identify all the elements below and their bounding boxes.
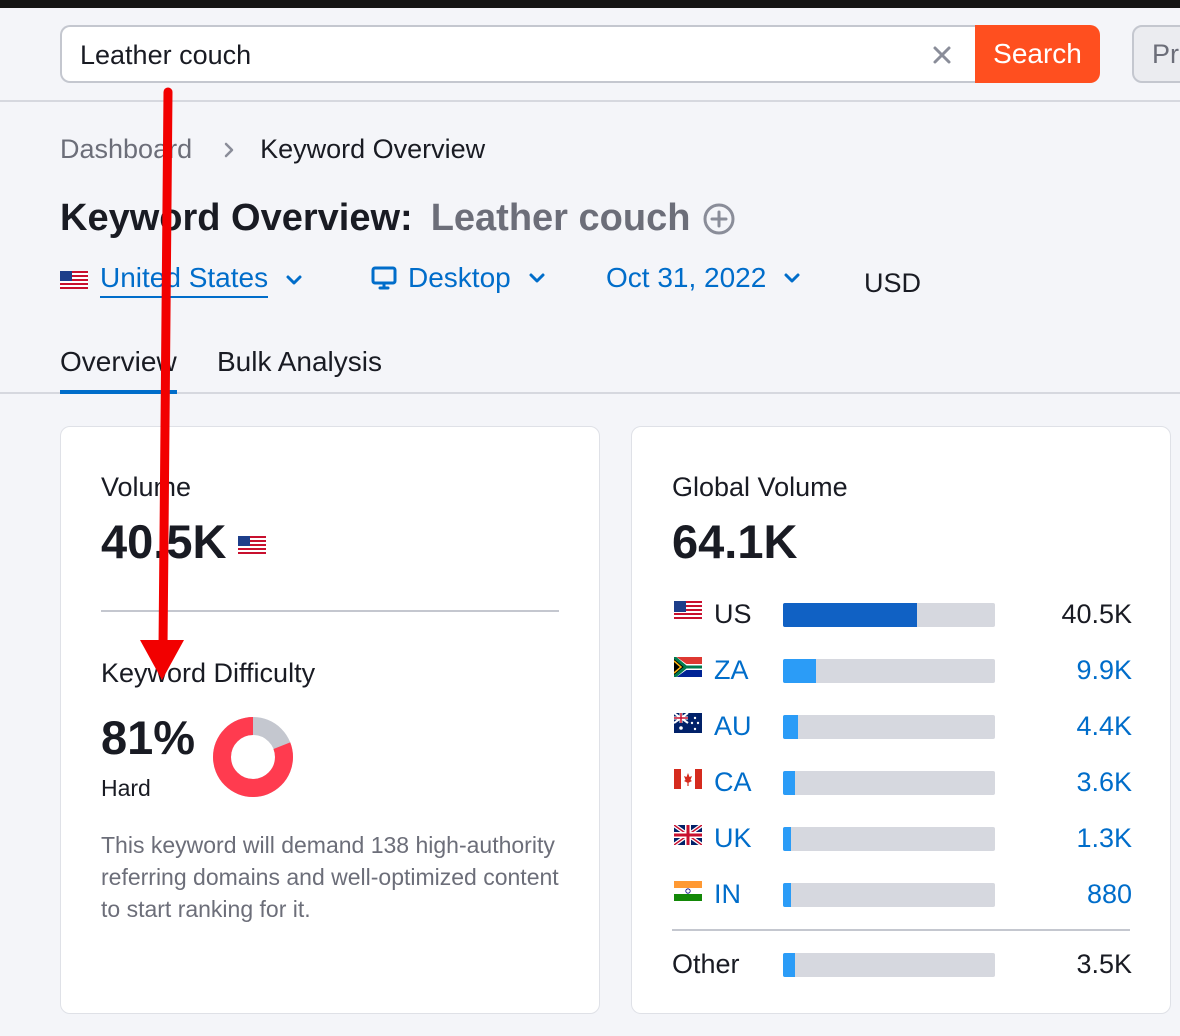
share-bar-fill xyxy=(783,953,795,977)
search-input[interactable]: Leather couch xyxy=(60,25,977,83)
chevron-down-icon xyxy=(784,273,800,283)
country-filter-label: United States xyxy=(100,262,269,298)
card-divider xyxy=(101,610,559,612)
page-title: Keyword Overview: Leather couch xyxy=(60,197,736,240)
other-label: Other xyxy=(672,949,740,979)
country-row-za[interactable]: ZA 9.9K xyxy=(672,651,1132,691)
country-row-uk[interactable]: UK 1.3K xyxy=(672,819,1132,859)
share-bar xyxy=(783,827,995,851)
breadcrumb: Dashboard Keyword Overview xyxy=(60,134,485,165)
search-bar: Leather couch Search Pr xyxy=(0,8,1180,102)
add-circle-icon[interactable] xyxy=(702,202,736,236)
volume-value: 40.5K xyxy=(101,515,227,568)
volume-label: Volume xyxy=(101,472,192,502)
share-bar-fill xyxy=(783,771,795,795)
search-input-value: Leather couch xyxy=(80,40,252,70)
date-filter-label: Oct 31, 2022 xyxy=(606,262,767,293)
chevron-down-icon xyxy=(529,273,545,283)
country-volume[interactable]: 3.6K xyxy=(1076,767,1132,797)
share-bar-fill xyxy=(783,883,792,907)
share-bar-fill xyxy=(783,659,816,683)
country-row-au[interactable]: AU 4.4K xyxy=(672,707,1132,747)
kd-description: This keyword will demand 138 high-author… xyxy=(101,832,559,922)
share-bar xyxy=(783,603,995,627)
share-bar xyxy=(783,953,995,977)
country-code[interactable]: IN xyxy=(714,879,741,909)
other-divider xyxy=(672,929,1130,931)
clear-icon[interactable] xyxy=(928,41,956,69)
us-flag-icon xyxy=(60,271,88,289)
kd-level: Hard xyxy=(101,775,151,801)
window-top-strip xyxy=(0,0,1180,8)
za-flag-icon xyxy=(674,657,702,677)
volume-value-row: 40.5K xyxy=(101,514,267,569)
country-filter[interactable]: United States xyxy=(60,262,306,298)
tab-bulk-analysis[interactable]: Bulk Analysis xyxy=(217,346,382,377)
country-row-ca[interactable]: CA 3.6K xyxy=(672,763,1132,803)
country-volume[interactable]: 1.3K xyxy=(1076,823,1132,853)
country-volume[interactable]: 4.4K xyxy=(1076,711,1132,741)
device-filter-label: Desktop xyxy=(408,262,511,293)
us-flag-icon xyxy=(238,535,267,554)
global-volume-label: Global Volume xyxy=(672,472,848,502)
country-code[interactable]: UK xyxy=(714,823,752,853)
chevron-right-icon xyxy=(224,142,234,157)
in-flag-icon xyxy=(674,881,702,901)
page-title-prefix: Keyword Overview: xyxy=(60,197,413,239)
country-row-in[interactable]: IN 880 xyxy=(672,875,1132,915)
country-volume[interactable]: 9.9K xyxy=(1076,655,1132,685)
kd-label: Keyword Difficulty xyxy=(101,658,316,688)
desktop-icon xyxy=(371,266,397,290)
kd-donut-arc xyxy=(213,717,293,797)
share-bar xyxy=(783,715,995,739)
share-bar xyxy=(783,659,995,683)
share-bar-fill xyxy=(783,827,792,851)
country-volume: 40.5K xyxy=(1061,599,1132,629)
share-bar xyxy=(783,771,995,795)
au-flag-icon xyxy=(674,713,702,733)
country-row-us: US 40.5K xyxy=(672,595,1132,635)
breadcrumb-current: Keyword Overview xyxy=(260,134,486,164)
other-volume: 3.5K xyxy=(1076,949,1132,979)
projects-button[interactable]: Pr xyxy=(1132,25,1180,83)
country-row-other: Other 3.5K xyxy=(672,945,1132,985)
share-bar xyxy=(783,883,995,907)
kd-donut-chart xyxy=(213,717,293,797)
country-code[interactable]: AU xyxy=(714,711,752,741)
country-code[interactable]: ZA xyxy=(714,655,749,685)
country-volume[interactable]: 880 xyxy=(1086,879,1132,909)
uk-flag-icon xyxy=(674,825,702,845)
share-bar-fill xyxy=(783,715,798,739)
page-title-keyword: Leather couch xyxy=(430,197,691,239)
volume-card: Volume 40.5K Keyword Difficulty 81% Hard… xyxy=(60,426,600,1014)
global-volume-card: Global Volume 64.1K US 40.5K ZA 9.9K xyxy=(631,426,1171,1014)
device-filter[interactable]: Desktop xyxy=(370,262,549,294)
search-button[interactable]: Search xyxy=(975,25,1100,83)
tab-overview[interactable]: Overview xyxy=(60,346,177,394)
share-bar-fill xyxy=(783,603,917,627)
country-code[interactable]: CA xyxy=(714,767,752,797)
ca-flag-icon xyxy=(674,769,702,789)
kd-value: 81% xyxy=(101,711,196,764)
us-flag-icon xyxy=(674,601,702,621)
date-filter[interactable]: Oct 31, 2022 xyxy=(606,262,804,294)
breadcrumb-dashboard[interactable]: Dashboard xyxy=(60,134,193,164)
tabs: Overview Bulk Analysis xyxy=(0,340,1180,394)
global-volume-value: 64.1K xyxy=(672,515,798,568)
currency-label: USD xyxy=(864,268,922,298)
country-code: US xyxy=(714,599,752,629)
chevron-down-icon xyxy=(286,275,302,285)
